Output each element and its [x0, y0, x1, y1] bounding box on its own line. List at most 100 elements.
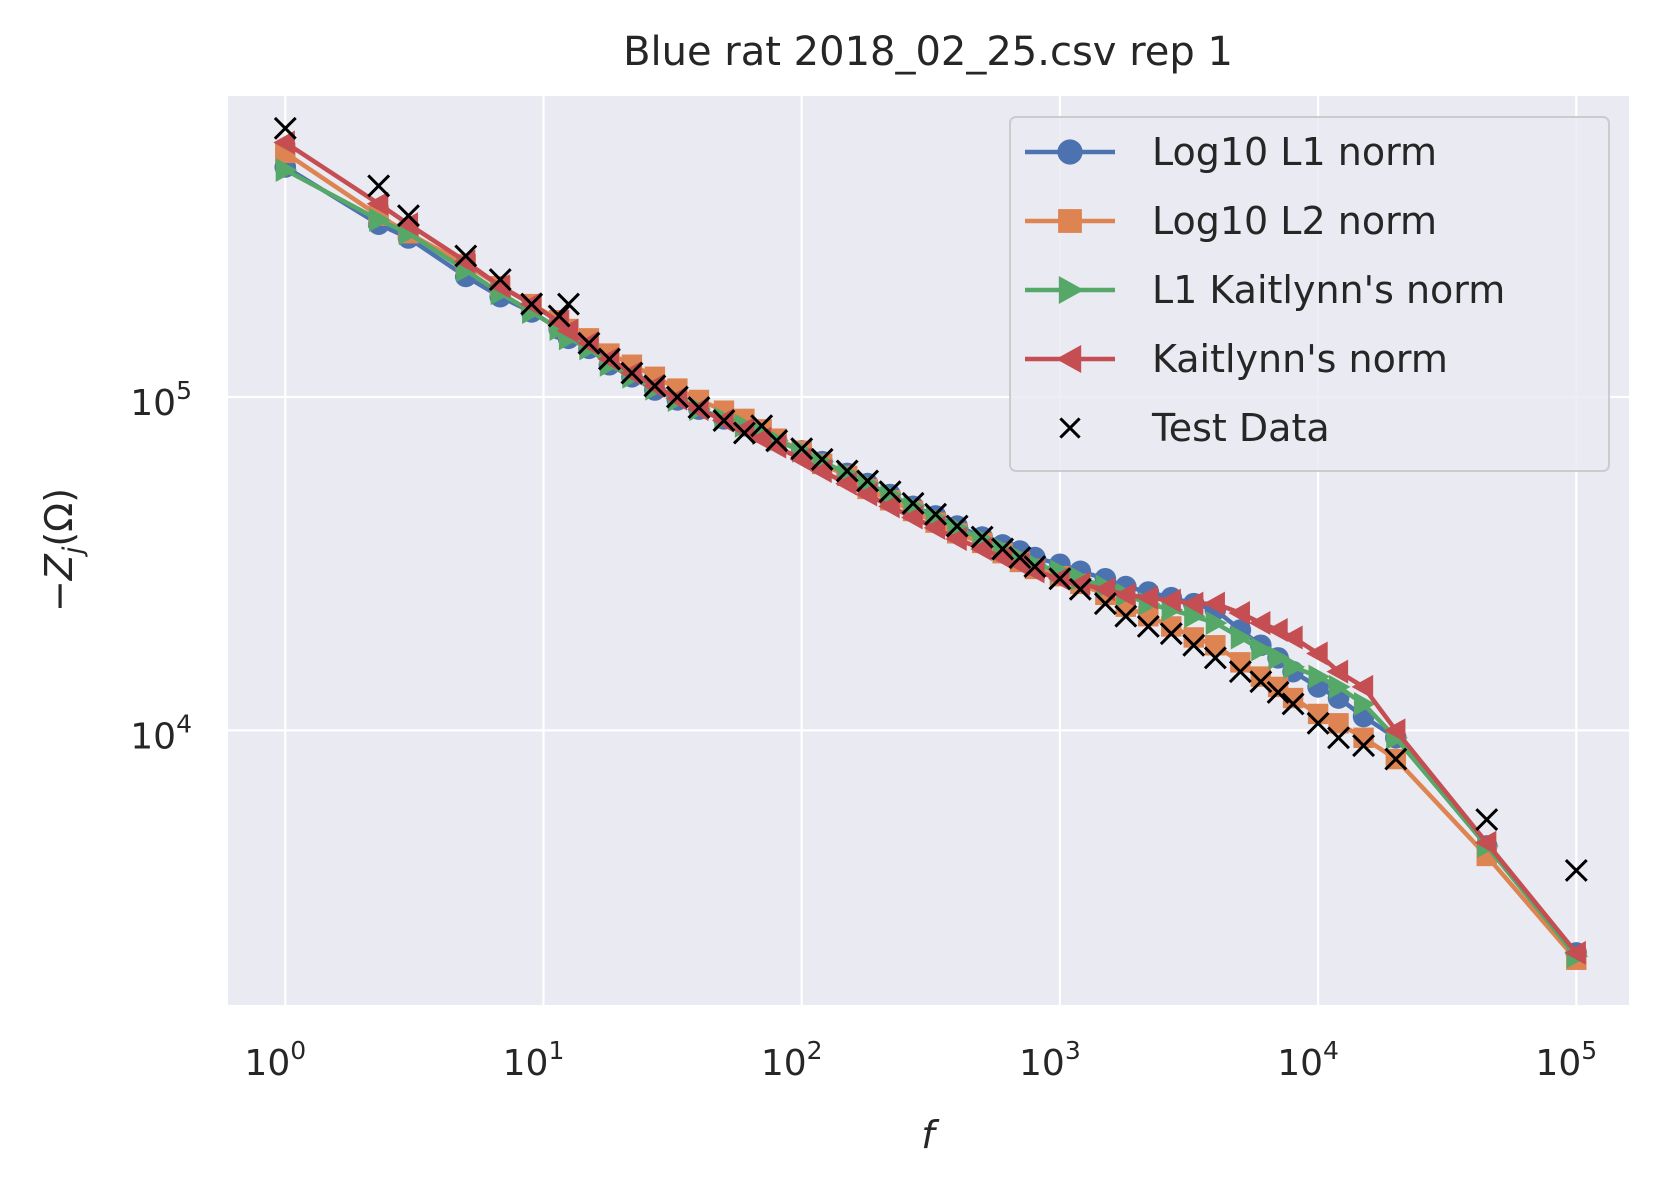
data-point	[1281, 692, 1305, 716]
data-point	[970, 525, 994, 549]
legend-entry: Log10 L1 norm	[1025, 130, 1437, 174]
y-axis-label: −Zj(Ω)	[37, 488, 89, 612]
data-point	[923, 515, 946, 540]
data-point	[1183, 627, 1204, 648]
data-point	[454, 244, 478, 268]
data-point	[1068, 571, 1090, 596]
data-point	[1564, 858, 1588, 882]
data-point	[1326, 659, 1349, 684]
data-point	[520, 292, 544, 316]
data-point	[1268, 645, 1291, 670]
data-point	[810, 447, 834, 471]
data-point	[924, 502, 948, 526]
data-point	[1136, 614, 1160, 638]
data-point	[1068, 577, 1092, 601]
data-point	[1093, 577, 1115, 602]
data-point	[1328, 713, 1349, 734]
legend: Log10 L1 norm Log10 L2 norm L1 Kaitlynn's …	[1009, 116, 1610, 472]
data-point	[749, 426, 772, 451]
data-point	[1266, 680, 1290, 704]
data-point	[1159, 588, 1181, 613]
data-point	[1249, 670, 1273, 694]
legend-label: Log10 L2 norm	[1152, 199, 1437, 243]
data-point	[597, 347, 621, 371]
data-point	[1327, 726, 1351, 750]
data-point	[1023, 555, 1047, 579]
x-axis-label: f	[921, 1113, 940, 1157]
data-point	[1353, 727, 1374, 748]
x-tick-label: 103	[1019, 1036, 1081, 1084]
legend-label: Test Data	[1151, 406, 1330, 450]
data-point	[547, 304, 571, 328]
data-point	[369, 207, 391, 232]
data-point	[1203, 646, 1227, 670]
x-tick-label: 100	[244, 1036, 306, 1084]
series-layer	[273, 116, 1589, 970]
data-point	[1281, 625, 1303, 650]
data-point	[453, 249, 476, 274]
data-point	[275, 157, 298, 182]
legend-box	[1009, 116, 1610, 472]
data-point	[1351, 674, 1374, 699]
series-test-data	[273, 116, 1588, 882]
data-point	[556, 318, 579, 343]
data-point	[1230, 625, 1253, 650]
data-point	[1161, 616, 1182, 637]
data-point	[1308, 664, 1331, 689]
data-point	[1384, 747, 1408, 771]
data-point	[367, 174, 391, 198]
legend-marker	[1057, 139, 1083, 165]
data-point	[835, 459, 859, 483]
legend-label: L1 Kaitlynn's norm	[1152, 268, 1505, 312]
data-point	[1352, 734, 1376, 758]
data-point	[1113, 582, 1136, 607]
data-point	[1474, 830, 1497, 855]
legend-entry: Test Data	[1059, 406, 1330, 450]
x-tick-label: 105	[1535, 1036, 1597, 1084]
data-point	[878, 480, 902, 504]
data-point	[1230, 652, 1251, 673]
data-point	[856, 469, 880, 493]
data-point	[1182, 633, 1206, 657]
data-point	[1251, 637, 1273, 662]
data-point	[1205, 635, 1226, 656]
data-point	[488, 268, 512, 292]
data-point	[1248, 610, 1271, 635]
data-point	[765, 429, 789, 453]
legend-marker	[1059, 417, 1081, 439]
data-point	[1114, 604, 1138, 628]
data-point	[488, 274, 510, 299]
y-axis-label-prefix: −Z	[37, 553, 81, 612]
data-point	[1266, 618, 1288, 643]
data-point	[1228, 660, 1252, 684]
y-tick-labels: 104 105	[130, 376, 192, 757]
data-point	[1008, 546, 1032, 569]
chart-title: Blue rat 2018_02_25.csv rep 1	[623, 29, 1233, 75]
data-point	[1228, 600, 1250, 625]
data-point	[945, 527, 967, 552]
data-point	[1159, 622, 1183, 646]
data-point	[1383, 718, 1406, 743]
data-point	[1283, 654, 1306, 679]
data-point	[712, 409, 736, 433]
y-tick-label: 105	[130, 376, 192, 424]
data-point	[1136, 585, 1158, 610]
data-point	[1205, 610, 1228, 635]
data-point	[687, 396, 711, 419]
data-point	[1306, 711, 1330, 735]
data-point	[620, 361, 644, 385]
data-point	[1564, 940, 1586, 965]
x-tick-label: 102	[761, 1036, 823, 1084]
data-point	[1022, 559, 1045, 584]
data-point	[1353, 691, 1376, 716]
data-point	[1184, 604, 1206, 629]
legend-entry: Log10 L2 norm	[1025, 199, 1437, 243]
data-point	[732, 421, 756, 445]
x-tick-labels: 100 101 102 103 104 105	[244, 1036, 1597, 1084]
data-point	[577, 331, 601, 355]
data-point	[878, 494, 900, 519]
data-point	[1203, 591, 1225, 616]
y-axis-label-suffix: (Ω)	[37, 488, 81, 547]
data-point	[665, 385, 689, 409]
